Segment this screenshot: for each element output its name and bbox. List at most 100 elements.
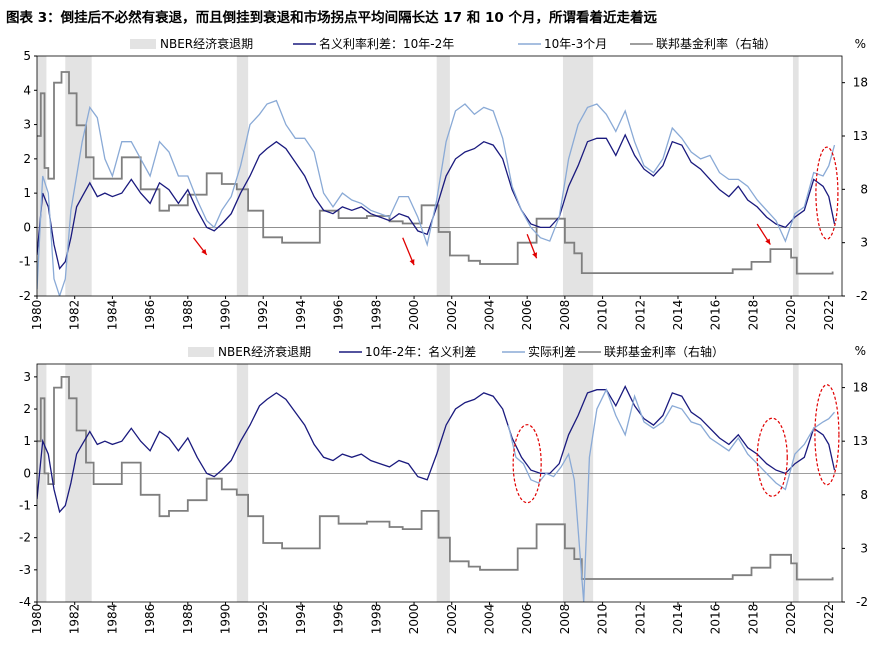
chart1-right-unit: % <box>855 37 866 51</box>
chart2-annotation-ellipse <box>814 384 840 486</box>
chart2-left-tick-label: 1 <box>23 434 31 448</box>
chart1-legend-label-recession: NBER经济衰退期 <box>160 36 253 51</box>
chart2-x-tick-label: 1988 <box>181 604 195 635</box>
chart1-recession-band <box>65 56 92 296</box>
chart1-legend-label-series-0: 名义利率利差：10年-2年 <box>319 36 454 51</box>
chart2-left-tick-label: 3 <box>23 370 31 384</box>
chart2-x-tick-label: 1980 <box>30 604 44 635</box>
chart1-x-tick-label: 1980 <box>30 300 44 331</box>
chart2-left-tick-label: 0 <box>23 466 31 480</box>
chart1-x-tick-label: 2012 <box>633 300 647 331</box>
chart2-x-tick-label: 2000 <box>407 604 421 635</box>
chart1-left-tick-label: 4 <box>23 83 31 97</box>
chart2-left-tick-label: -3 <box>19 563 31 577</box>
chart1-x-tick-label: 1998 <box>369 300 383 331</box>
chart2-x-tick-label: 2002 <box>445 604 459 635</box>
chart2-left-tick-label: -2 <box>19 531 31 545</box>
chart2-plot <box>34 347 845 605</box>
chart1-left-tick-label: 2 <box>23 152 31 166</box>
chart1-x-tick-label: 2000 <box>407 300 421 331</box>
chart1-series-line-0 <box>37 133 836 271</box>
chart1-left-tick-label: -1 <box>19 255 31 269</box>
chart1-left-tick-label: 1 <box>23 186 31 200</box>
chart1-left-tick-label: 0 <box>23 220 31 234</box>
chart1-recession-band <box>792 56 799 296</box>
chart2-series-line-0 <box>37 385 836 514</box>
chart2-series-line-2 <box>37 376 834 581</box>
chart1-annotation-arrow-head <box>765 238 771 245</box>
chart2-legend-swatch-recession <box>188 347 214 357</box>
chart1-recession-band <box>236 56 249 296</box>
chart2-left-tick-label: -1 <box>19 499 31 513</box>
chart2-legend-label-series-0: 10年-2年：名义利差 <box>365 344 476 359</box>
chart2-series-line-1 <box>507 388 835 602</box>
chart1-right-tick-label: 3 <box>860 236 868 250</box>
chart2-legend-label-series-2: 联邦基金利率（右轴） <box>604 344 724 359</box>
chart2-frame <box>36 363 843 603</box>
chart2-left-tick-label: 2 <box>23 402 31 416</box>
chart1-x-tick-label: 2020 <box>784 300 798 331</box>
chart1-annotation-ellipse <box>815 146 839 240</box>
chart1-x-tick-label: 1982 <box>68 300 82 331</box>
chart2-recession-band <box>436 364 450 602</box>
chart2-x-tick-label: 2014 <box>671 604 685 635</box>
chart1-x-tick-label: 1984 <box>105 300 119 331</box>
chart1-x-tick-label: 2016 <box>709 300 723 331</box>
chart2-x-tick-label: 1982 <box>68 604 82 635</box>
chart2-annotation-ellipse <box>756 417 788 497</box>
chart1-left-tick-label: 5 <box>23 49 31 63</box>
chart2-x-tick-label: 1998 <box>369 604 383 635</box>
chart1-legend-label-series-1: 10年-3个月 <box>544 37 607 51</box>
chart2-x-tick-label: 2018 <box>746 604 760 635</box>
chart2-legend-label-series-1: 实际利差 <box>528 344 576 359</box>
chart2-legend-label-recession: NBER经济衰退期 <box>218 344 311 359</box>
chart1-x-tick-label: 1986 <box>143 300 157 331</box>
chart1-frame <box>36 55 843 297</box>
chart1-annotation-arrow-head <box>409 259 415 266</box>
chart2-x-tick-label: 1986 <box>143 604 157 635</box>
chart2-x-tick-label: 1996 <box>332 604 346 635</box>
chart1-x-tick-label: 1994 <box>294 300 308 331</box>
chart1-annotation-arrow-head <box>201 248 207 255</box>
chart1-x-tick-label: 1992 <box>256 300 270 331</box>
chart1-x-tick-label: 1996 <box>332 300 346 331</box>
chart2-recession-band <box>65 364 92 602</box>
chart1-recession-band <box>562 56 594 296</box>
chart2-x-tick-label: 2020 <box>784 604 798 635</box>
chart1-x-tick-label: 2002 <box>445 300 459 331</box>
chart1-legend-label-series-2: 联邦基金利率（右轴） <box>656 36 776 51</box>
chart2-x-tick-label: 2022 <box>822 604 836 635</box>
figure-title: 图表 3：倒挂后不必然有衰退，而且倒挂到衰退和市场拐点平均间隔长达 17 和 1… <box>6 10 657 26</box>
chart1-x-tick-label: 2006 <box>520 300 534 331</box>
chart2-x-tick-label: 2016 <box>709 604 723 635</box>
chart1-left-tick-label: 3 <box>23 118 31 132</box>
chart2-annotation-ellipse <box>512 424 542 504</box>
chart1-right-tick-label: 13 <box>853 129 868 143</box>
chart1-right-tick-label: 8 <box>860 182 868 196</box>
chart2-x-tick-label: 1994 <box>294 604 308 635</box>
chart2-x-tick-label: 2006 <box>520 604 534 635</box>
chart1-legend-swatch-recession <box>130 39 156 49</box>
chart1-annotation-arrow-head <box>532 252 538 259</box>
chart2-right-tick-label: 18 <box>853 381 868 395</box>
chart2-x-tick-label: 1990 <box>219 604 233 635</box>
chart2-recession-band <box>236 364 249 602</box>
chart1-x-tick-label: 2018 <box>746 300 760 331</box>
chart2-x-tick-label: 1992 <box>256 604 270 635</box>
chart1-x-tick-label: 2010 <box>596 300 610 331</box>
chart1-series-line-1 <box>37 99 836 296</box>
chart2-x-tick-label: 2010 <box>596 604 610 635</box>
chart1-recession-band <box>37 56 47 296</box>
chart1-x-tick-label: 2014 <box>671 300 685 331</box>
chart1-recession-band <box>436 56 450 296</box>
chart2-x-tick-label: 2012 <box>633 604 647 635</box>
chart1-x-tick-label: 1990 <box>219 300 233 331</box>
chart2-recession-band <box>37 364 47 602</box>
chart2-recession-band <box>792 364 799 602</box>
chart1-x-tick-label: 2004 <box>482 300 496 331</box>
chart1-right-tick-label: 18 <box>853 76 868 90</box>
chart2-x-tick-label: 2004 <box>482 604 496 635</box>
chart1-x-tick-label: 2022 <box>822 300 836 331</box>
chart1-plot <box>34 39 845 299</box>
